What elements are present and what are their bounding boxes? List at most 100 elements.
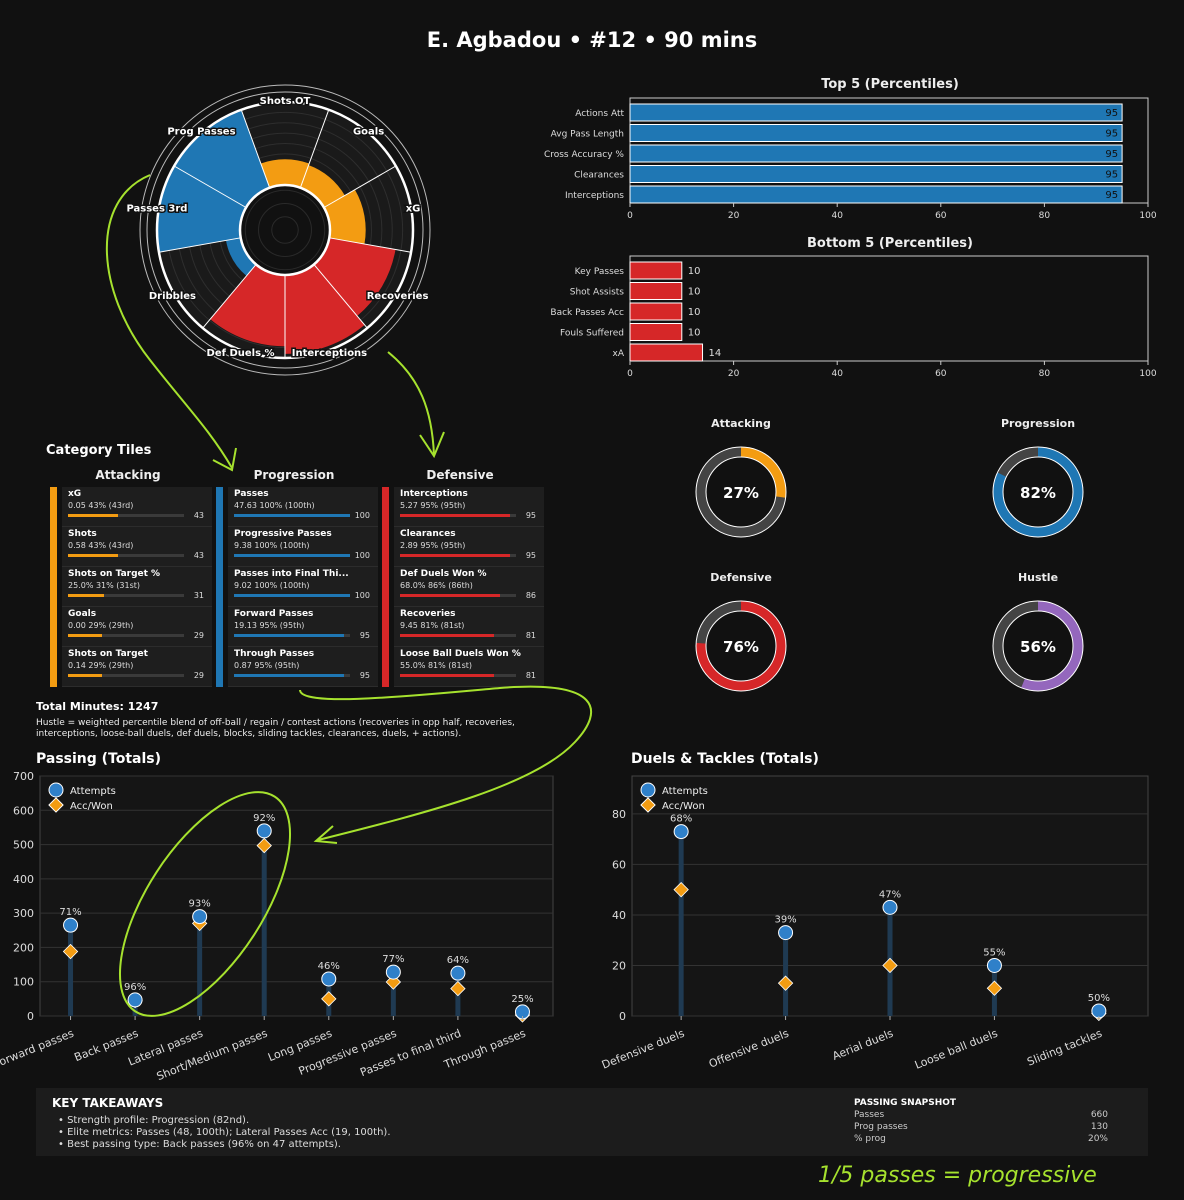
bar-value: 10 bbox=[688, 328, 701, 339]
radar-center bbox=[238, 183, 332, 277]
pct-label: 64% bbox=[447, 955, 469, 966]
tile-name: Clearances bbox=[400, 529, 456, 539]
acc-marker bbox=[673, 881, 689, 898]
legend-acc-icon bbox=[640, 797, 656, 813]
radar-wedge bbox=[300, 165, 345, 208]
tile-column-title: Progression bbox=[253, 468, 335, 482]
radar-chart: Shots OT Goals xG Recoveries Interceptions De… bbox=[125, 84, 431, 376]
bar bbox=[629, 282, 683, 300]
tile-accent bbox=[50, 527, 57, 567]
annotation-arrowhead bbox=[419, 431, 445, 459]
pct-label: 47% bbox=[879, 889, 901, 900]
tile-value: 2.89 95% (95th) bbox=[400, 541, 466, 550]
tile-name: Shots on Target % bbox=[68, 569, 161, 579]
tiles-heading: Category Tiles bbox=[46, 443, 152, 458]
tick-label: 20 bbox=[728, 369, 740, 379]
tile-name: Forward Passes bbox=[234, 609, 314, 619]
tile-value: 0.05 43% (43rd) bbox=[68, 501, 134, 510]
takeaways-title: KEY TAKEAWAYS bbox=[52, 1096, 164, 1110]
donut-title: Progression bbox=[1001, 417, 1075, 430]
total-minutes: Total Minutes: 1247 bbox=[36, 700, 159, 713]
donut-edge bbox=[1002, 456, 1074, 528]
hustle-note-line1: Hustle = weighted percentile blend of of… bbox=[36, 718, 515, 728]
attempts-marker bbox=[986, 957, 1002, 973]
donut-edge bbox=[1002, 610, 1074, 682]
tile-pct: 43 bbox=[193, 511, 204, 520]
radar-label: Passes 3rd bbox=[126, 203, 187, 214]
donut-arc bbox=[993, 601, 1083, 691]
radar-label: Dribbles bbox=[149, 291, 196, 302]
pct-label: 39% bbox=[774, 915, 796, 926]
bar bbox=[629, 144, 1123, 163]
category-tile: Progressive Passes 9.38 100% (100th) 100 bbox=[216, 527, 378, 567]
tile-track bbox=[400, 634, 516, 637]
top5-title: Top 5 (Percentiles) bbox=[821, 77, 959, 92]
page-title: E. Agbadou • #12 • 90 mins bbox=[426, 28, 758, 52]
attempts-marker bbox=[192, 909, 208, 925]
plot-frame bbox=[39, 775, 554, 1017]
radar-label: Goals bbox=[353, 126, 384, 137]
tile-value: 9.02 100% (100th) bbox=[234, 581, 310, 590]
chart-title: Passing (Totals) bbox=[36, 751, 161, 767]
pct-label: 46% bbox=[318, 961, 340, 972]
radar-center-ring bbox=[258, 203, 312, 257]
tile-value: 55.0% 81% (81st) bbox=[400, 661, 473, 670]
radar-wedge bbox=[174, 109, 270, 208]
radar-spoke bbox=[313, 264, 368, 329]
donut-value: 56% bbox=[1020, 638, 1056, 656]
legend-label: Acc/Won bbox=[70, 801, 113, 812]
tile-pct: 29 bbox=[193, 671, 204, 680]
donut-arc bbox=[993, 447, 1083, 537]
annotation-text: 1/5 passes = progressive bbox=[818, 1163, 1097, 1188]
tile-track bbox=[234, 514, 350, 517]
tile-fill bbox=[68, 594, 104, 597]
category-tile: Passes 47.63 100% (100th) 100 bbox=[216, 487, 378, 527]
acc-marker bbox=[62, 943, 79, 960]
pct-label: 93% bbox=[189, 899, 211, 910]
pct-label: 77% bbox=[382, 954, 404, 965]
pct-label: 96% bbox=[124, 982, 146, 993]
tick-label: 100 bbox=[1139, 369, 1156, 379]
attempts-marker bbox=[127, 992, 143, 1008]
tick-label: 80 bbox=[1039, 211, 1051, 221]
bar-value: 10 bbox=[688, 266, 701, 277]
tile-accent bbox=[382, 567, 389, 607]
donut-edge bbox=[992, 446, 1084, 538]
tile-fill bbox=[234, 514, 350, 517]
category-tile: xG 0.05 43% (43rd) 43 bbox=[50, 487, 212, 527]
tick-label: 80 bbox=[1039, 369, 1051, 379]
y-tick-label: 500 bbox=[13, 839, 34, 852]
attempts-marker bbox=[63, 917, 79, 933]
tile-column-title: Attacking bbox=[95, 468, 161, 482]
tile-fill bbox=[234, 554, 350, 557]
pct-label: 55% bbox=[983, 947, 1005, 958]
tile-accent bbox=[382, 487, 389, 527]
tile-pct: 95 bbox=[359, 631, 370, 640]
y-tick-label: 0 bbox=[27, 1010, 34, 1023]
donut-value: 82% bbox=[1020, 484, 1056, 502]
tick-label: 20 bbox=[728, 211, 740, 221]
y-tick-label: 400 bbox=[13, 873, 34, 886]
category-tile: Passes into Final Thi... 9.02 100% (100t… bbox=[216, 567, 378, 607]
donut-title: Hustle bbox=[1018, 571, 1058, 584]
bar-value: 10 bbox=[688, 287, 701, 298]
bar bbox=[629, 185, 1123, 204]
tile-name: Loose Ball Duels Won % bbox=[400, 649, 521, 659]
tile-accent bbox=[382, 607, 389, 647]
donut-edge bbox=[705, 610, 777, 682]
radar-wedge bbox=[285, 264, 365, 354]
y-tick-label: 80 bbox=[612, 808, 626, 821]
bar-frame bbox=[629, 255, 1149, 362]
category-tile: Clearances 2.89 95% (95th) 95 bbox=[382, 527, 544, 567]
tile-track bbox=[400, 674, 516, 677]
legend-attempts-icon bbox=[48, 782, 64, 798]
donut-arc bbox=[696, 447, 786, 537]
legend-label: Attempts bbox=[70, 786, 116, 797]
tile-pct: 100 bbox=[354, 551, 370, 560]
donut-edge bbox=[695, 600, 787, 692]
tile-value: 5.27 95% (95th) bbox=[400, 501, 466, 510]
bar-label: Shot Assists bbox=[570, 288, 625, 298]
tile-column-title: Defensive bbox=[426, 468, 494, 482]
acc-marker bbox=[882, 957, 898, 974]
takeaway-item: • Elite metrics: Passes (48, 100th); Lat… bbox=[58, 1127, 391, 1138]
